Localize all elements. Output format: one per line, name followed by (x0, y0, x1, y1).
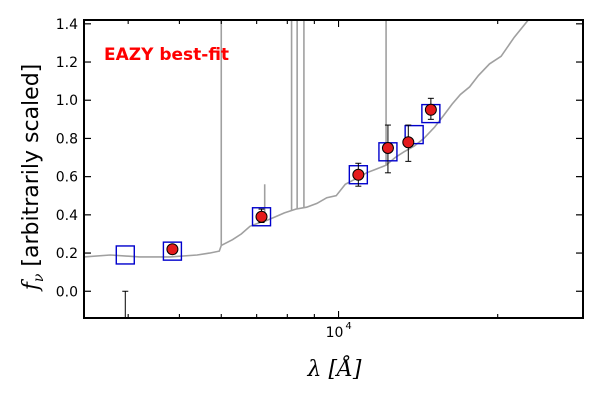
y-tick-label: 1.2 (56, 55, 78, 71)
model-template-line (84, 20, 530, 258)
observed-point (381, 141, 394, 154)
plot-content (84, 20, 530, 318)
observed-point (166, 243, 179, 256)
y-tick-label: 0.2 (56, 246, 78, 262)
annotation-label: EAZY best-fit (104, 45, 229, 65)
plot-area (84, 20, 583, 318)
x-axis-symbol: λ (307, 357, 329, 382)
y-axis-subscript: ν (31, 273, 47, 282)
x-tick-label: 10 (326, 325, 344, 341)
x-axis-unit: [Å] (328, 354, 361, 382)
observed-point (255, 210, 268, 223)
model-photometry-square (115, 245, 135, 265)
plot-frame (83, 19, 584, 319)
model-photometry-square (404, 124, 424, 145)
y-tick-label: 0.8 (56, 131, 78, 147)
y-tick-label: 0.0 (56, 284, 78, 300)
y-axis-title: fν [arbitrarily scaled] (19, 64, 47, 293)
y-tick-label: 0.6 (56, 170, 78, 186)
model-photometry-square (162, 241, 183, 261)
model-photometry-square (251, 207, 272, 227)
y-axis-label: [arbitrarily scaled] (19, 64, 44, 274)
observed-point (352, 168, 365, 181)
observed-point (402, 136, 415, 149)
y-tick-label: 1.0 (56, 93, 78, 109)
y-tick-label: 1.4 (56, 17, 78, 33)
y-tick-label: 0.4 (56, 208, 78, 224)
y-axis-title-text: fν [arbitrarily scaled] (19, 64, 47, 293)
x-axis-title: λ [Å] (307, 354, 362, 382)
x-tick-label-exponent: 4 (345, 321, 351, 332)
observed-point (424, 103, 437, 116)
